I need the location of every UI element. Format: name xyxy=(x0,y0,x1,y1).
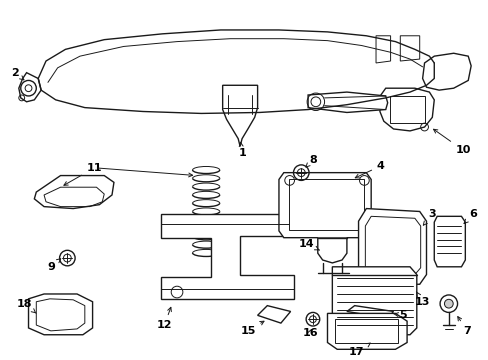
Polygon shape xyxy=(19,73,41,102)
Polygon shape xyxy=(307,92,387,112)
Polygon shape xyxy=(28,294,92,335)
Polygon shape xyxy=(433,216,465,267)
Text: 8: 8 xyxy=(305,155,316,167)
Text: 5: 5 xyxy=(393,310,406,320)
Text: 3: 3 xyxy=(423,210,435,225)
Text: 7: 7 xyxy=(457,316,470,336)
Text: 4: 4 xyxy=(355,161,384,178)
Text: 2: 2 xyxy=(11,68,24,80)
Text: 6: 6 xyxy=(463,210,476,224)
Text: 1: 1 xyxy=(238,142,245,158)
Polygon shape xyxy=(422,53,470,90)
Polygon shape xyxy=(358,208,426,284)
Bar xyxy=(288,179,364,230)
Polygon shape xyxy=(327,314,406,349)
Bar xyxy=(389,96,424,123)
Text: 12: 12 xyxy=(156,307,172,330)
Polygon shape xyxy=(257,306,290,323)
Polygon shape xyxy=(222,85,257,147)
Text: 14: 14 xyxy=(298,239,319,250)
Text: 9: 9 xyxy=(47,259,61,272)
Text: 10: 10 xyxy=(433,129,470,155)
Polygon shape xyxy=(34,176,114,208)
Polygon shape xyxy=(278,173,370,238)
Bar xyxy=(335,319,398,343)
Polygon shape xyxy=(332,267,416,335)
Polygon shape xyxy=(346,306,393,318)
Circle shape xyxy=(444,299,452,308)
Text: 16: 16 xyxy=(302,328,317,338)
Polygon shape xyxy=(160,215,293,299)
Text: 17: 17 xyxy=(348,343,369,357)
Polygon shape xyxy=(317,238,346,263)
Text: 18: 18 xyxy=(17,299,36,313)
Polygon shape xyxy=(379,88,433,131)
Text: 11: 11 xyxy=(64,163,102,185)
Text: 13: 13 xyxy=(414,292,429,307)
Text: 15: 15 xyxy=(240,321,264,336)
